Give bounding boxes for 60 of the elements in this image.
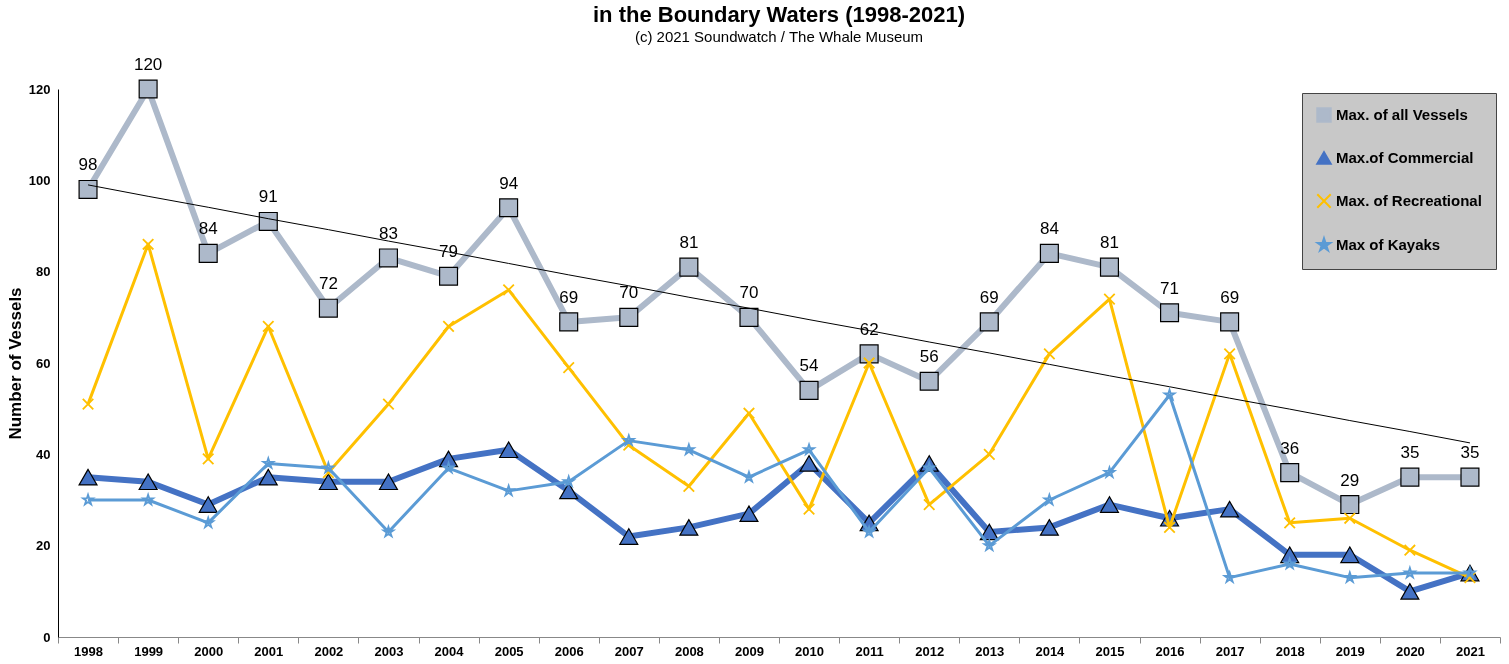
x-tick-label: 2019 (1335, 643, 1365, 659)
legend-label: Max. of all Vessels (1336, 106, 1468, 123)
data-label: 120 (133, 55, 163, 74)
data-label: 70 (739, 283, 759, 303)
x-tick-label: 2008 (674, 643, 704, 659)
x-tick-label: 2021 (1456, 643, 1485, 659)
x-tick-label: 2009 (735, 643, 764, 659)
data-label: 36 (1280, 438, 1300, 458)
legend-label: Max of Kayaks (1336, 236, 1441, 253)
data-label: 69 (1220, 287, 1240, 307)
y-tick-label: 0 (43, 629, 51, 645)
data-label: 91 (258, 187, 278, 207)
data-label: 84 (198, 219, 218, 239)
x-tick-label: 2004 (434, 643, 465, 659)
x-tick-label: 2010 (795, 643, 824, 659)
data-label: 54 (799, 356, 819, 376)
y-tick-label: 60 (36, 355, 51, 371)
x-tick-label: 2002 (314, 643, 344, 659)
data-label: 84 (1039, 219, 1059, 239)
data-label: 35 (1460, 443, 1480, 463)
y-tick-label: 40 (36, 446, 51, 462)
data-label: 29 (1340, 470, 1360, 490)
y-tick-label: 80 (36, 264, 51, 280)
y-tick-label: 20 (36, 538, 51, 554)
data-label: 83 (379, 223, 398, 243)
legend-label: Max.of Commercial (1336, 149, 1474, 166)
x-tick-label: 2011 (855, 643, 884, 659)
x-tick-label: 2007 (614, 643, 644, 659)
x-tick-label: 2013 (975, 643, 1005, 659)
data-label: 94 (499, 173, 519, 193)
x-tick-label: 2018 (1275, 643, 1305, 659)
x-tick-label: 2014 (1035, 643, 1066, 659)
data-label: 98 (78, 155, 98, 175)
data-label: 56 (919, 347, 939, 367)
y-tick-label: 120 (28, 81, 51, 97)
x-tick-label: 2020 (1395, 643, 1425, 659)
legend-label: Max. of Recreational (1336, 192, 1482, 209)
data-label: 69 (559, 287, 579, 307)
x-tick-label: 2006 (554, 643, 584, 659)
x-tick-label: 2016 (1155, 643, 1185, 659)
data-label: 69 (979, 287, 999, 307)
data-label: 71 (1160, 278, 1179, 298)
y-axis-title: Number of Vessels (5, 287, 25, 440)
data-label: 81 (679, 233, 699, 253)
data-label: 81 (1100, 233, 1119, 253)
x-tick-label: 1998 (74, 643, 103, 659)
x-tick-label: 2000 (194, 643, 224, 659)
chart-title: in the Boundary Waters (1998-2021) (592, 2, 966, 27)
chart-subtitle: (c) 2021 Soundwatch / The Whale Museum (634, 28, 924, 45)
data-label: 72 (318, 274, 338, 294)
x-tick-label: 2001 (254, 643, 284, 659)
x-tick-label: 2012 (915, 643, 945, 659)
x-tick-label: 1999 (134, 643, 164, 659)
y-tick-label: 100 (28, 172, 51, 188)
x-tick-label: 2003 (374, 643, 404, 659)
x-tick-label: 2005 (494, 643, 524, 659)
data-label: 70 (619, 283, 639, 303)
x-tick-label: 2017 (1215, 643, 1245, 659)
data-label: 35 (1400, 443, 1420, 463)
x-tick-label: 2015 (1095, 643, 1125, 659)
